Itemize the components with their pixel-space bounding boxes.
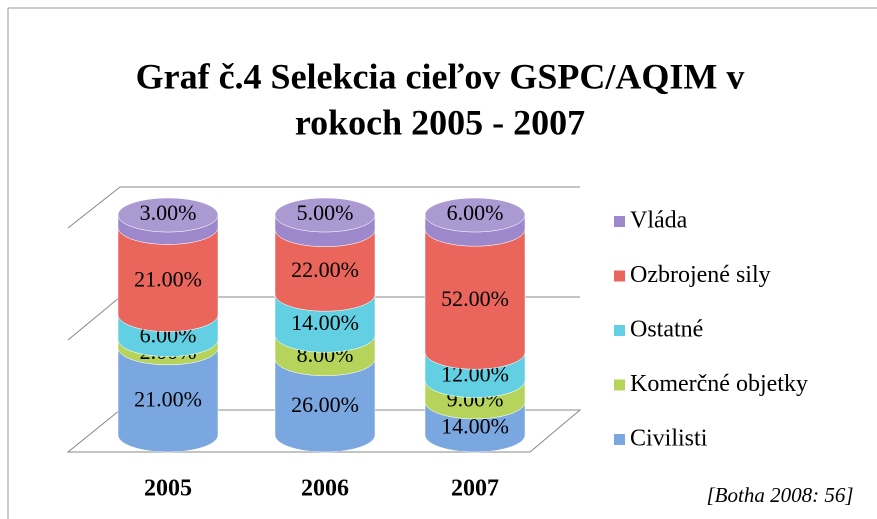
x-tick-label: 2006 [301, 476, 349, 502]
legend-label: Ostatné [630, 317, 703, 343]
legend-swatch [614, 325, 625, 336]
legend-label: Komerčné objetky [630, 371, 808, 397]
x-tick-label: 2005 [144, 476, 192, 502]
legend-swatch [614, 379, 625, 391]
legend-swatch [614, 270, 625, 282]
legend-label: Ozbrojené sily [630, 262, 771, 288]
value-label: 21.00% [134, 387, 202, 412]
value-label: 14.00% [291, 310, 359, 335]
value-label: 26.00% [291, 392, 359, 417]
value-label: 5.00% [297, 200, 354, 225]
cylinder-cap [274, 197, 376, 233]
chart-title: rokoch 2005 - 2007 [295, 102, 585, 142]
cylinder-cap [117, 197, 219, 233]
x-tick-label: 2007 [451, 476, 499, 502]
value-label: 21.00% [134, 266, 202, 291]
value-label: 6.00% [447, 200, 504, 225]
source: [Botha 2008: 56] [707, 483, 854, 507]
legend-swatch [614, 434, 625, 445]
value-label: 22.00% [291, 257, 359, 282]
value-label: 52.00% [441, 286, 509, 311]
legend-label: Civilisti [630, 426, 708, 452]
cylinder-cap [424, 197, 526, 233]
value-label: 3.00% [140, 200, 197, 225]
legend-label: Vláda [630, 208, 688, 234]
chart-title: Graf č.4 Selekcia cieľov GSPC/AQIM v [136, 56, 745, 96]
legend-swatch [614, 216, 625, 227]
